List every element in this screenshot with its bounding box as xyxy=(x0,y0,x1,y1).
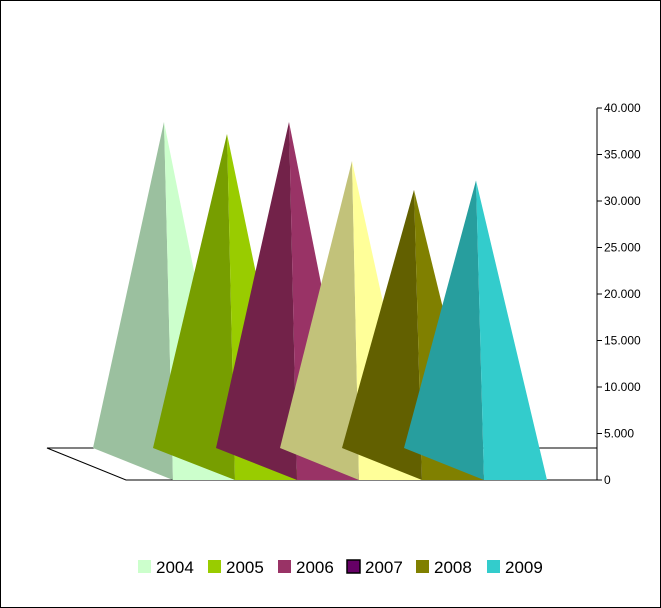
legend-label: 2007 xyxy=(365,558,403,577)
legend-item-2008: 2008 xyxy=(416,558,472,577)
pyramid-left-face xyxy=(153,134,235,481)
pyramid-front-face xyxy=(476,180,547,481)
legend-label: 2006 xyxy=(296,558,334,577)
y-tick-label: 25.000 xyxy=(604,241,641,255)
legend-swatch xyxy=(346,559,361,574)
pyramid-series xyxy=(93,121,547,481)
legend-item-2006: 2006 xyxy=(278,558,334,577)
legend-item-2004: 2004 xyxy=(138,558,194,577)
legend-swatch xyxy=(416,560,429,573)
y-tick-label: 10.000 xyxy=(604,380,641,394)
y-tick-label: 20.000 xyxy=(604,287,641,301)
y-tick-label: 30.000 xyxy=(604,194,641,208)
legend-swatch xyxy=(278,560,291,573)
pyramid-left-face xyxy=(342,189,422,480)
y-tick-label: 15.000 xyxy=(604,334,641,348)
legend-label: 2008 xyxy=(434,558,472,577)
legend-item-2007: 2007 xyxy=(346,558,403,577)
pyramid-2009 xyxy=(404,180,547,481)
legend: 2004 2005 2006 2007 2008 2009 xyxy=(138,558,543,577)
y-tick-label: 35.000 xyxy=(604,148,641,162)
legend-label: 2004 xyxy=(156,558,194,577)
legend-label: 2005 xyxy=(226,558,264,577)
pyramid-left-face xyxy=(93,121,173,480)
legend-item-2005: 2005 xyxy=(208,558,264,577)
legend-swatch xyxy=(487,560,500,573)
y-tick-label: 40.000 xyxy=(604,101,641,115)
pyramid-left-face xyxy=(280,161,359,480)
legend-label: 2009 xyxy=(505,558,543,577)
pyramid-left-face xyxy=(216,121,297,480)
pyramid-left-face xyxy=(404,180,484,481)
legend-swatch xyxy=(208,560,221,573)
legend-item-2009: 2009 xyxy=(487,558,543,577)
y-tick-label: 5.000 xyxy=(604,427,634,441)
y-axis-ticks: 0 5.000 10.000 15.000 20.000 25.000 30.000 35.0… xyxy=(597,101,641,487)
y-tick-label: 0 xyxy=(604,473,611,487)
legend-swatch xyxy=(138,560,151,573)
